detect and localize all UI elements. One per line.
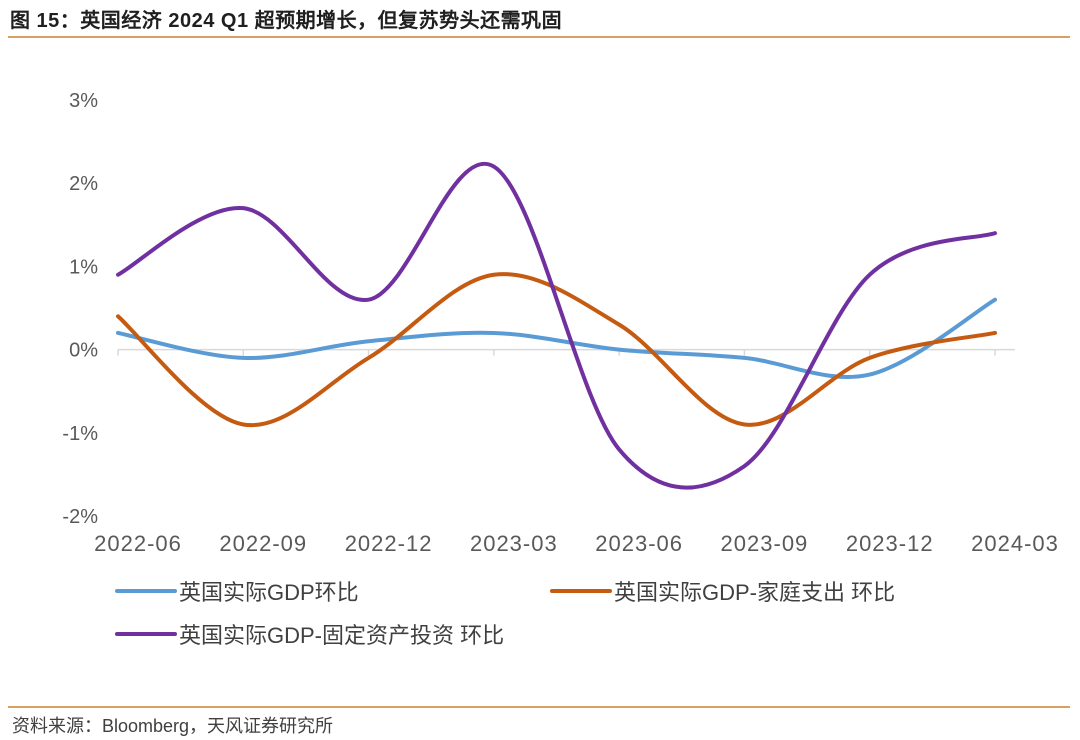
source-note: 资料来源：Bloomberg，天风证券研究所 xyxy=(12,716,334,736)
y-tick-label: 0% xyxy=(69,340,98,362)
y-tick-label: -2% xyxy=(62,506,98,528)
y-tick-label: -1% xyxy=(62,423,98,445)
x-tick-label: 2022-09 xyxy=(219,531,307,556)
legend-label-gdp: 英国实际GDP环比 xyxy=(179,580,359,605)
legend-label-investment: 英国实际GDP-固定资产投资 环比 xyxy=(179,623,505,648)
x-tick-label: 2024-03 xyxy=(971,531,1059,556)
figure-title: 图 15：英国经济 2024 Q1 超预期增长，但复苏势头还需巩固 xyxy=(10,10,563,32)
legend-swatch-household xyxy=(550,589,612,593)
legend-item-investment: 英国实际GDP-固定资产投资 环比 xyxy=(115,618,504,650)
line-chart: 3% 2% 1% 0% -1% -2% 2022-06 2022-09 2022-12 2023… xyxy=(62,90,1059,556)
x-tick-label: 2023-03 xyxy=(470,531,558,556)
series-lines xyxy=(116,161,997,490)
x-tick-label: 2023-06 xyxy=(595,531,683,556)
footer-divider xyxy=(8,706,1070,708)
legend: 英国实际GDP环比 英国实际GDP-家庭支出 环比 英国实际GDP-固定资产投资… xyxy=(115,575,1035,665)
legend-swatch-gdp xyxy=(115,589,177,593)
legend-swatch-investment xyxy=(115,632,177,636)
x-tick-label: 2023-09 xyxy=(721,531,809,556)
series-line-2 xyxy=(116,161,997,490)
y-tick-label: 3% xyxy=(69,90,98,112)
y-tick-label: 2% xyxy=(69,173,98,195)
x-axis-ticks: 2022-06 2022-09 2022-12 2023-03 2023-06 2023-… xyxy=(94,531,1059,556)
x-tick-label: 2022-06 xyxy=(94,531,182,556)
legend-item-gdp: 英国实际GDP环比 xyxy=(115,575,359,607)
y-axis-ticks: 3% 2% 1% 0% -1% -2% xyxy=(62,90,98,528)
y-tick-label: 1% xyxy=(69,256,98,278)
legend-label-household: 英国实际GDP-家庭支出 环比 xyxy=(614,580,896,605)
x-tick-label: 2023-12 xyxy=(846,531,934,556)
series-line-0 xyxy=(116,297,997,379)
legend-item-household: 英国实际GDP-家庭支出 环比 xyxy=(550,575,895,607)
title-divider xyxy=(8,36,1070,38)
x-tick-label: 2022-12 xyxy=(345,531,433,556)
